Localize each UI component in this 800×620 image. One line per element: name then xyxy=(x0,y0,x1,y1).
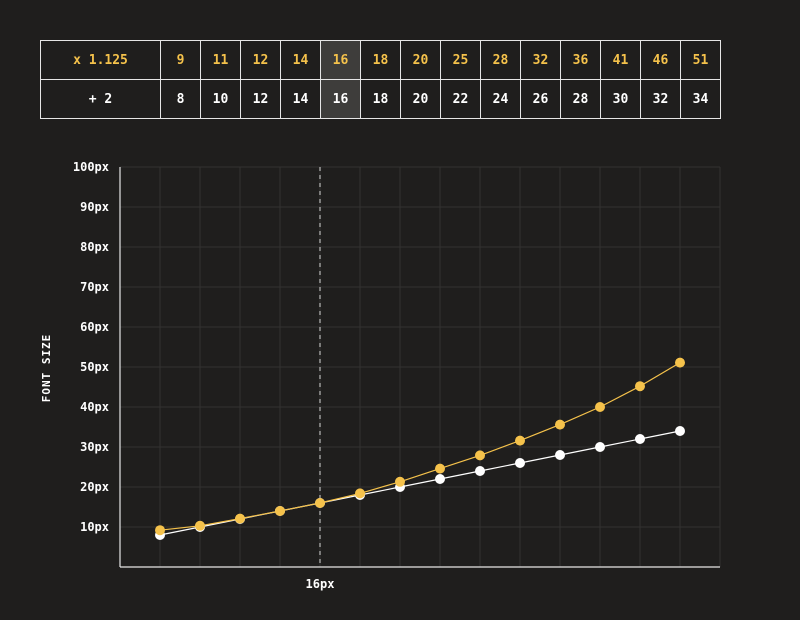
multiplier-cell-highlighted: 16 xyxy=(320,40,361,80)
data-point xyxy=(435,463,445,474)
data-point xyxy=(475,466,485,476)
y-tick-label: 30px xyxy=(80,440,109,454)
additive-cell: 32 xyxy=(640,79,681,119)
data-point xyxy=(555,419,565,430)
chart-series xyxy=(155,357,685,540)
y-tick-label: 100px xyxy=(73,160,109,174)
y-tick-label: 10px xyxy=(80,520,109,534)
additive-cell: 34 xyxy=(680,79,721,119)
y-tick-label: 80px xyxy=(80,240,109,254)
row-label-additive: + 2 xyxy=(40,79,161,119)
reference-line-label: 16px xyxy=(306,577,335,591)
data-point xyxy=(555,450,565,460)
chart-axes xyxy=(119,167,720,568)
additive-cell: 20 xyxy=(400,79,441,119)
multiplier-cell: 46 xyxy=(640,40,681,80)
y-tick-label: 60px xyxy=(80,320,109,334)
data-point xyxy=(635,381,645,392)
multiplier-cell: 20 xyxy=(400,40,441,80)
data-point xyxy=(275,506,285,516)
additive-cell: 14 xyxy=(280,79,321,119)
scale-comparison-table: x 1.125 9 11 12 14 16 18 20 25 28 32 36 … xyxy=(40,40,721,119)
data-point xyxy=(195,520,205,531)
multiplier-cell: 9 xyxy=(160,40,201,80)
chart-grid xyxy=(120,166,721,567)
y-tick-label: 70px xyxy=(80,280,109,294)
y-tick-label: 90px xyxy=(80,200,109,214)
chart-labels: 10px 20px 30px 40px 50px 60px 70px 80px 90px 100p… xyxy=(40,160,334,591)
data-point xyxy=(235,513,245,524)
data-point xyxy=(315,498,325,508)
multiplier-cell: 51 xyxy=(680,40,721,80)
y-tick-label: 20px xyxy=(80,480,109,494)
data-point xyxy=(435,474,445,484)
row-label-multiplier: x 1.125 xyxy=(40,40,161,80)
additive-cell: 26 xyxy=(520,79,561,119)
y-axis-title: FONT SIZE xyxy=(40,334,53,403)
data-point xyxy=(155,525,165,536)
multiplier-cell: 14 xyxy=(280,40,321,80)
additive-cell: 30 xyxy=(600,79,641,119)
multiplier-cell: 32 xyxy=(520,40,561,80)
data-point xyxy=(635,434,645,444)
multiplier-cell: 18 xyxy=(360,40,401,80)
data-point xyxy=(675,426,685,436)
additive-cell: 28 xyxy=(560,79,601,119)
additive-cell-highlighted: 16 xyxy=(320,79,361,119)
additive-cell: 18 xyxy=(360,79,401,119)
data-point xyxy=(395,476,405,487)
data-point xyxy=(355,488,365,499)
data-point xyxy=(475,450,485,461)
table-row-additive: + 2 8 10 12 14 16 18 20 22 24 26 28 30 3… xyxy=(40,79,721,119)
data-point xyxy=(675,357,685,368)
data-point xyxy=(515,435,525,446)
series-line xyxy=(159,362,681,531)
data-point xyxy=(515,458,525,468)
data-point xyxy=(595,402,605,412)
data-point xyxy=(595,442,605,452)
y-tick-label: 40px xyxy=(80,400,109,414)
y-tick-label: 50px xyxy=(80,360,109,374)
